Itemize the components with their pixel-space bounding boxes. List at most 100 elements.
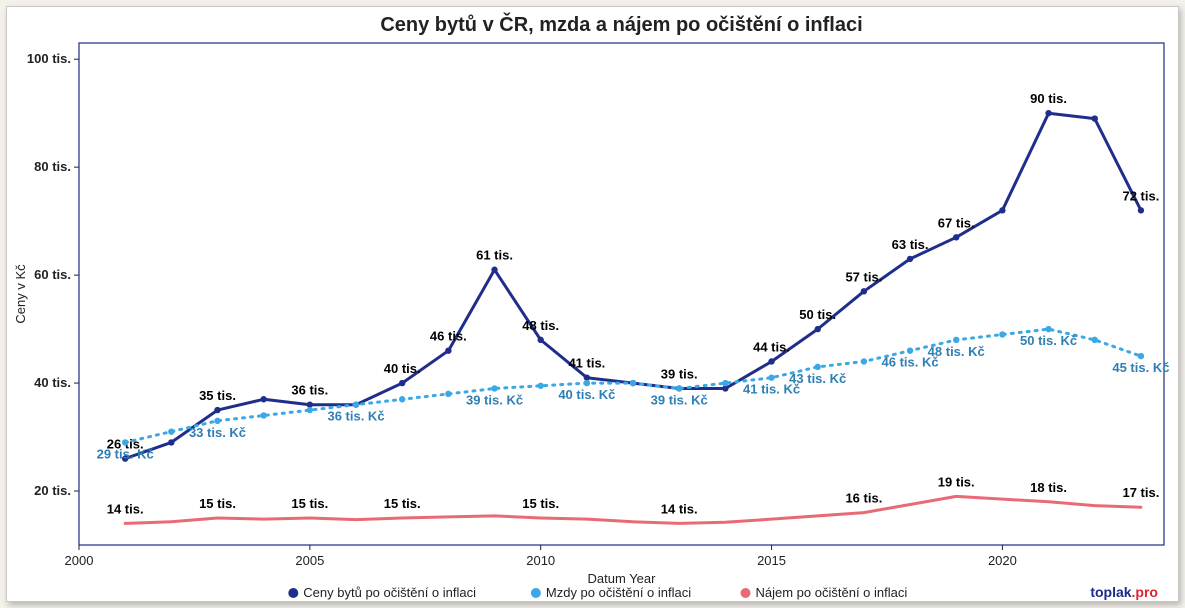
legend-label: Ceny bytů po očištění o inflaci [303,585,476,600]
data-label: 19 tis. [938,474,975,489]
series-marker [1138,353,1144,359]
y-tick-label: 60 tis. [34,267,71,282]
y-tick-label: 100 tis. [27,51,71,66]
series-marker [722,380,728,386]
y-tick-label: 40 tis. [34,375,71,390]
series-marker [953,337,959,343]
data-label: 39 tis. [661,366,698,381]
chart-title: Ceny bytů v ČR, mzda a nájem po očištění… [380,12,862,36]
series-marker [307,407,313,413]
series-marker [353,401,359,407]
x-tick-label: 2015 [757,553,786,568]
chart-container: Ceny bytů v ČR, mzda a nájem po očištění… [0,0,1185,608]
series-marker [676,385,682,391]
series-marker [815,364,821,370]
series-marker [861,358,867,364]
x-tick-label: 2010 [526,553,555,568]
data-label: 14 tis. [107,501,144,516]
series-marker [214,407,220,413]
legend-swatch [741,588,751,598]
data-label: 40 tis. [384,361,421,376]
data-label: 50 tis. Kč [1020,333,1077,348]
data-label: 36 tis. [291,383,328,398]
data-label: 90 tis. [1030,91,1067,106]
legend: Ceny bytů po očištění o inflaci Mzdy po o… [288,585,907,600]
series-marker [907,256,913,262]
series-marker [1045,110,1051,116]
data-label: 15 tis. [522,496,559,511]
x-tick-label: 2005 [295,553,324,568]
y-tick-label: 80 tis. [34,159,71,174]
series-marker [168,428,174,434]
series-marker [260,396,266,402]
series-marker [999,331,1005,337]
x-axis-label: Datum Year [588,571,657,586]
data-label: 57 tis. [845,269,882,284]
data-label: 15 tis. [291,496,328,511]
data-label: 39 tis. Kč [651,392,708,407]
series-marker [1092,337,1098,343]
data-label: 15 tis. [199,496,236,511]
data-label: 72 tis. [1122,188,1159,203]
data-label: 67 tis. [938,215,975,230]
series-marker [538,383,544,389]
plot-border [79,43,1164,545]
x-tick-label: 2020 [988,553,1017,568]
series-marker [445,391,451,397]
data-label: 39 tis. Kč [466,392,523,407]
y-axis-label: Ceny v Kč [13,264,28,324]
series-marker [815,326,821,332]
series-marker [907,347,913,353]
legend-swatch [288,588,298,598]
series-marker [768,374,774,380]
series-marker [399,396,405,402]
data-label: 45 tis. Kč [1112,360,1169,375]
data-label: 43 tis. Kč [789,371,846,386]
data-label: 40 tis. Kč [558,387,615,402]
legend-label: Mzdy po očištění o inflaci [546,585,691,600]
series-marker [399,380,405,386]
chart-card: Ceny bytů v ČR, mzda a nájem po očištění… [6,6,1179,602]
data-label: 46 tis. [430,329,467,344]
series-marker [1092,115,1098,121]
data-label: 15 tis. [384,496,421,511]
series-marker [122,439,128,445]
series-line [125,496,1141,523]
series-marker [861,288,867,294]
line-chart: Ceny bytů v ČR, mzda a nájem po očištění… [7,7,1180,603]
x-tick-label: 2000 [65,553,94,568]
data-label: 50 tis. [799,307,836,322]
data-label: 44 tis. [753,339,790,354]
data-label: 33 tis. Kč [189,425,246,440]
series-marker [214,418,220,424]
series-marker [260,412,266,418]
data-label: 17 tis. [1122,485,1159,500]
y-tick-label: 20 tis. [34,483,71,498]
series-marker [1138,207,1144,213]
series-marker [999,207,1005,213]
data-label: 35 tis. [199,388,236,403]
data-label: 63 tis. [892,237,929,252]
legend-swatch [531,588,541,598]
data-label: 29 tis. Kč [97,446,154,461]
series-marker [1045,326,1051,332]
data-label: 48 tis. [522,318,559,333]
series-marker [768,358,774,364]
series-marker [584,380,590,386]
data-label: 48 tis. Kč [928,344,985,359]
data-label: 36 tis. Kč [327,409,384,424]
data-label: 61 tis. [476,248,513,263]
series-marker [168,439,174,445]
series-marker [445,347,451,353]
series-marker [538,337,544,343]
data-label: 18 tis. [1030,480,1067,495]
data-label: 16 tis. [845,491,882,506]
series-line [125,113,1141,458]
data-label: 41 tis. [568,356,605,371]
series-marker [630,380,636,386]
brand: toplak.pro [1090,584,1158,600]
series-marker [491,267,497,273]
legend-label: Nájem po očištění o inflaci [756,585,908,600]
series-marker [491,385,497,391]
data-label: 14 tis. [661,501,698,516]
